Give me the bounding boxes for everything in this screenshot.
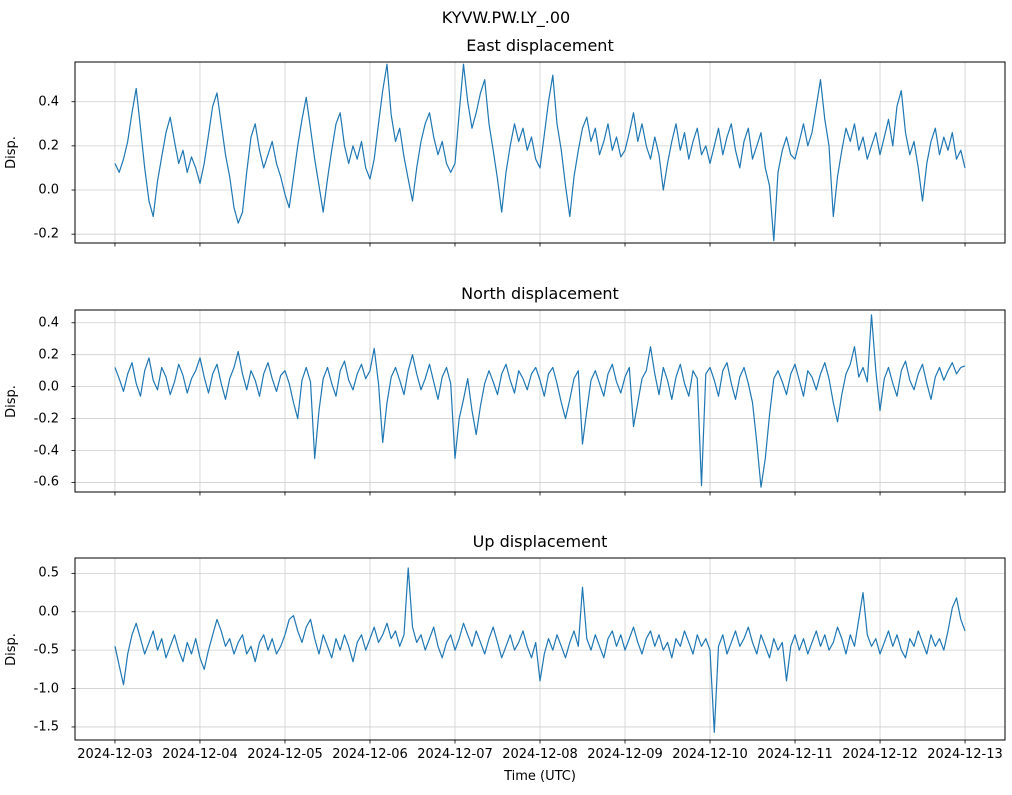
x-tick-label: 2024-12-05: [247, 747, 323, 762]
up-line-chart: [71, 557, 1006, 744]
x-tick-label: 2024-12-07: [417, 747, 493, 762]
east-line-chart: [71, 61, 1006, 247]
y-tick-label: 0.0: [38, 182, 59, 198]
y-tick-label: -1.0: [33, 681, 59, 696]
y-tick-label: 0.2: [38, 347, 59, 363]
x-tick-label: 2024-12-08: [502, 747, 578, 762]
y-tick-label: -0.5: [33, 642, 59, 658]
x-tick-label: 2024-12-06: [332, 747, 408, 762]
x-axis-label: Time (UTC): [504, 769, 576, 784]
y-tick-label: 0.0: [38, 604, 59, 620]
x-tick-label: 2024-12-09: [587, 747, 663, 762]
y-tick-label: 0.4: [38, 315, 59, 331]
x-tick-label: 2024-12-04: [162, 747, 238, 762]
x-tick-label: 2024-12-10: [672, 747, 748, 762]
y-tick-label: -0.2: [33, 226, 59, 242]
y-tick-label: -0.2: [33, 411, 59, 427]
subplot-title-up: Up displacement: [472, 532, 608, 551]
y-tick-label: -0.4: [33, 443, 59, 458]
y-tick-label: 0.0: [38, 379, 59, 395]
plot-area-north: [71, 309, 1006, 496]
y-tick-label: 0.2: [38, 138, 59, 154]
y-tick-label: 0.5: [38, 565, 59, 581]
series-line: [114, 63, 966, 242]
figure-title: KYVW.PW.LY_.00: [441, 8, 571, 27]
series-line: [114, 314, 966, 488]
x-tick-label: 2024-12-12: [842, 747, 918, 762]
plot-area-up: [71, 557, 1006, 744]
subplot-title-north: North displacement: [461, 284, 619, 303]
x-tick-label: 2024-12-13: [927, 747, 1003, 762]
y-tick-label: -0.6: [33, 474, 59, 490]
north-line-chart: [71, 309, 1006, 496]
subplot-title-east: East displacement: [466, 36, 614, 55]
x-tick-label: 2024-12-11: [757, 747, 833, 762]
y-tick-labels-east: -0.2 0.0 0.2 0.4: [0, 62, 67, 243]
y-tick-label: 0.4: [38, 94, 59, 110]
series-line: [114, 567, 966, 733]
x-tick-label: 2024-12-03: [77, 747, 153, 762]
y-tick-labels-north: -0.6 -0.4 -0.2 0.0 0.2 0.4: [0, 310, 67, 492]
y-tick-labels-up: -1.5 -1.0 -0.5 0.0 0.5: [0, 558, 67, 740]
y-tick-label: -1.5: [33, 719, 59, 735]
plot-area-east: [71, 61, 1006, 247]
x-tick-labels: 2024-12-03 2024-12-04 2024-12-05 2024-12-06…: [75, 747, 1005, 763]
